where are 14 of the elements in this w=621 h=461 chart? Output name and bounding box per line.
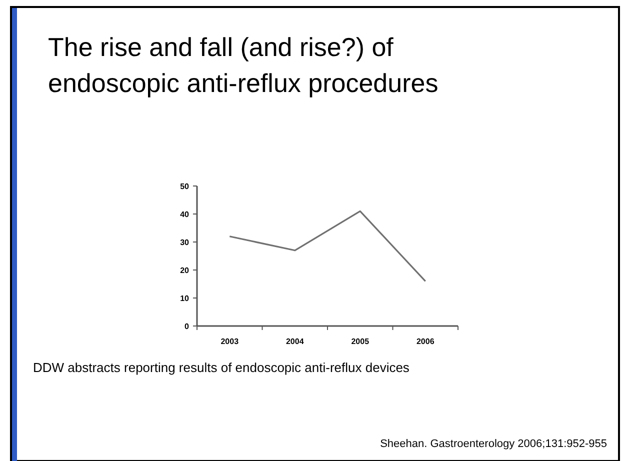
y-tick-label: 0 xyxy=(184,322,190,331)
line-series xyxy=(228,210,426,282)
text: DDW abstracts reporting results of endoscopic anti-reflux devices xyxy=(33,360,410,375)
x-tick-label: 2005 xyxy=(351,337,370,346)
y-tick-label: 30 xyxy=(180,238,190,247)
chart-title: The rise and fall (and rise?) of endoscopic anti-reflux procedures xyxy=(48,32,438,98)
y-tick-label: 40 xyxy=(180,210,190,219)
y-tick-label: 50 xyxy=(180,182,190,191)
y-tick-label: 10 xyxy=(180,294,190,303)
x-tick-label: 2006 xyxy=(416,337,435,346)
y-tick-label: 20 xyxy=(180,266,190,275)
text: Sheehan. Gastroenterology 2006;131:952-955 xyxy=(380,438,607,450)
x-tick-label: 2004 xyxy=(286,337,304,346)
x-tick-label: 2003 xyxy=(220,337,240,346)
